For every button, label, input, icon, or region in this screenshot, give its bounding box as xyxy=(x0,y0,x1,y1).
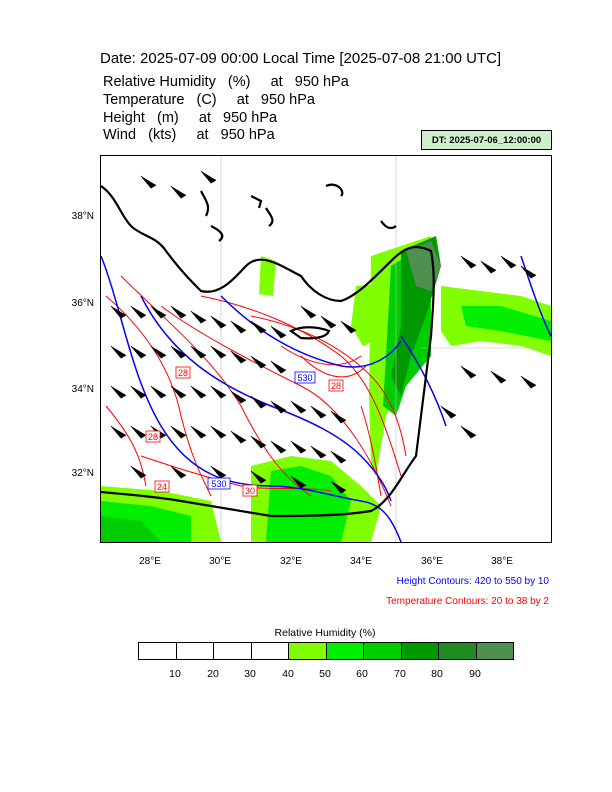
lon-label-36e: 36°E xyxy=(421,556,443,567)
coastline xyxy=(101,183,435,518)
temperature-contours-note: Temperature Contours: 20 to 38 by 2 xyxy=(386,596,549,607)
height-label-2: 530 xyxy=(211,479,226,489)
legend-cell xyxy=(364,643,402,659)
temp-label-3: 28 xyxy=(148,432,158,442)
dt-badge: DT: 2025-07-06_12:00:00 xyxy=(421,130,552,150)
date-title: Date: 2025-07-09 00:00 Local Time [2025-… xyxy=(100,50,502,67)
legend-cell xyxy=(401,643,439,659)
legend-cell xyxy=(439,643,477,659)
lon-label-32e: 32°E xyxy=(280,556,302,567)
legend-tick-50: 50 xyxy=(319,668,331,680)
legend-cell xyxy=(476,643,513,659)
legend-colorbar xyxy=(138,642,514,660)
legend-tick-70: 70 xyxy=(394,668,406,680)
height-contours xyxy=(101,255,551,542)
legend-cell xyxy=(326,643,364,659)
legend-cell xyxy=(176,643,214,659)
temp-label-4: 24 xyxy=(157,482,167,492)
lat-label-38n: 38°N xyxy=(71,211,94,222)
legend-cell xyxy=(251,643,289,659)
lon-label-28e: 28°E xyxy=(139,556,161,567)
field-temperature-label: Temperature (C) at 950 hPa xyxy=(103,92,315,108)
lat-label-32n: 32°N xyxy=(71,468,94,479)
field-wind-label: Wind (kts) at 950 hPa xyxy=(103,127,275,143)
field-rh-label: Relative Humidity (%) at 950 hPa xyxy=(103,74,349,90)
temp-label-5: 30 xyxy=(245,486,255,496)
map-canvas: 530 530 28 28 28 24 30 xyxy=(101,156,551,542)
legend-tick-10: 10 xyxy=(169,668,181,680)
contour-labels: 530 530 28 28 28 24 30 xyxy=(145,366,344,497)
temp-label-2: 28 xyxy=(331,381,341,391)
height-contours-note: Height Contours: 420 to 550 by 10 xyxy=(396,576,549,587)
legend-tick-90: 90 xyxy=(469,668,481,680)
legend-tick-60: 60 xyxy=(356,668,368,680)
legend-cell xyxy=(214,643,252,659)
lon-label-30e: 30°E xyxy=(209,556,231,567)
wind-barbs xyxy=(110,170,537,494)
legend-tick-40: 40 xyxy=(282,668,294,680)
height-label-1: 530 xyxy=(297,373,312,383)
lat-label-36n: 36°N xyxy=(71,298,94,309)
temp-label-1: 28 xyxy=(178,368,188,378)
legend-cell xyxy=(139,643,177,659)
legend-tick-80: 80 xyxy=(431,668,443,680)
lon-label-34e: 34°E xyxy=(350,556,372,567)
humidity-fill xyxy=(101,236,551,542)
legend-tick-30: 30 xyxy=(244,668,256,680)
legend-tick-20: 20 xyxy=(207,668,219,680)
legend-title: Relative Humidity (%) xyxy=(274,627,376,639)
field-height-label: Height (m) at 950 hPa xyxy=(103,110,278,126)
legend-cell xyxy=(289,643,327,659)
lon-label-38e: 38°E xyxy=(491,556,513,567)
weather-map: 530 530 28 28 28 24 30 xyxy=(100,155,552,543)
lat-label-34n: 34°N xyxy=(71,384,94,395)
